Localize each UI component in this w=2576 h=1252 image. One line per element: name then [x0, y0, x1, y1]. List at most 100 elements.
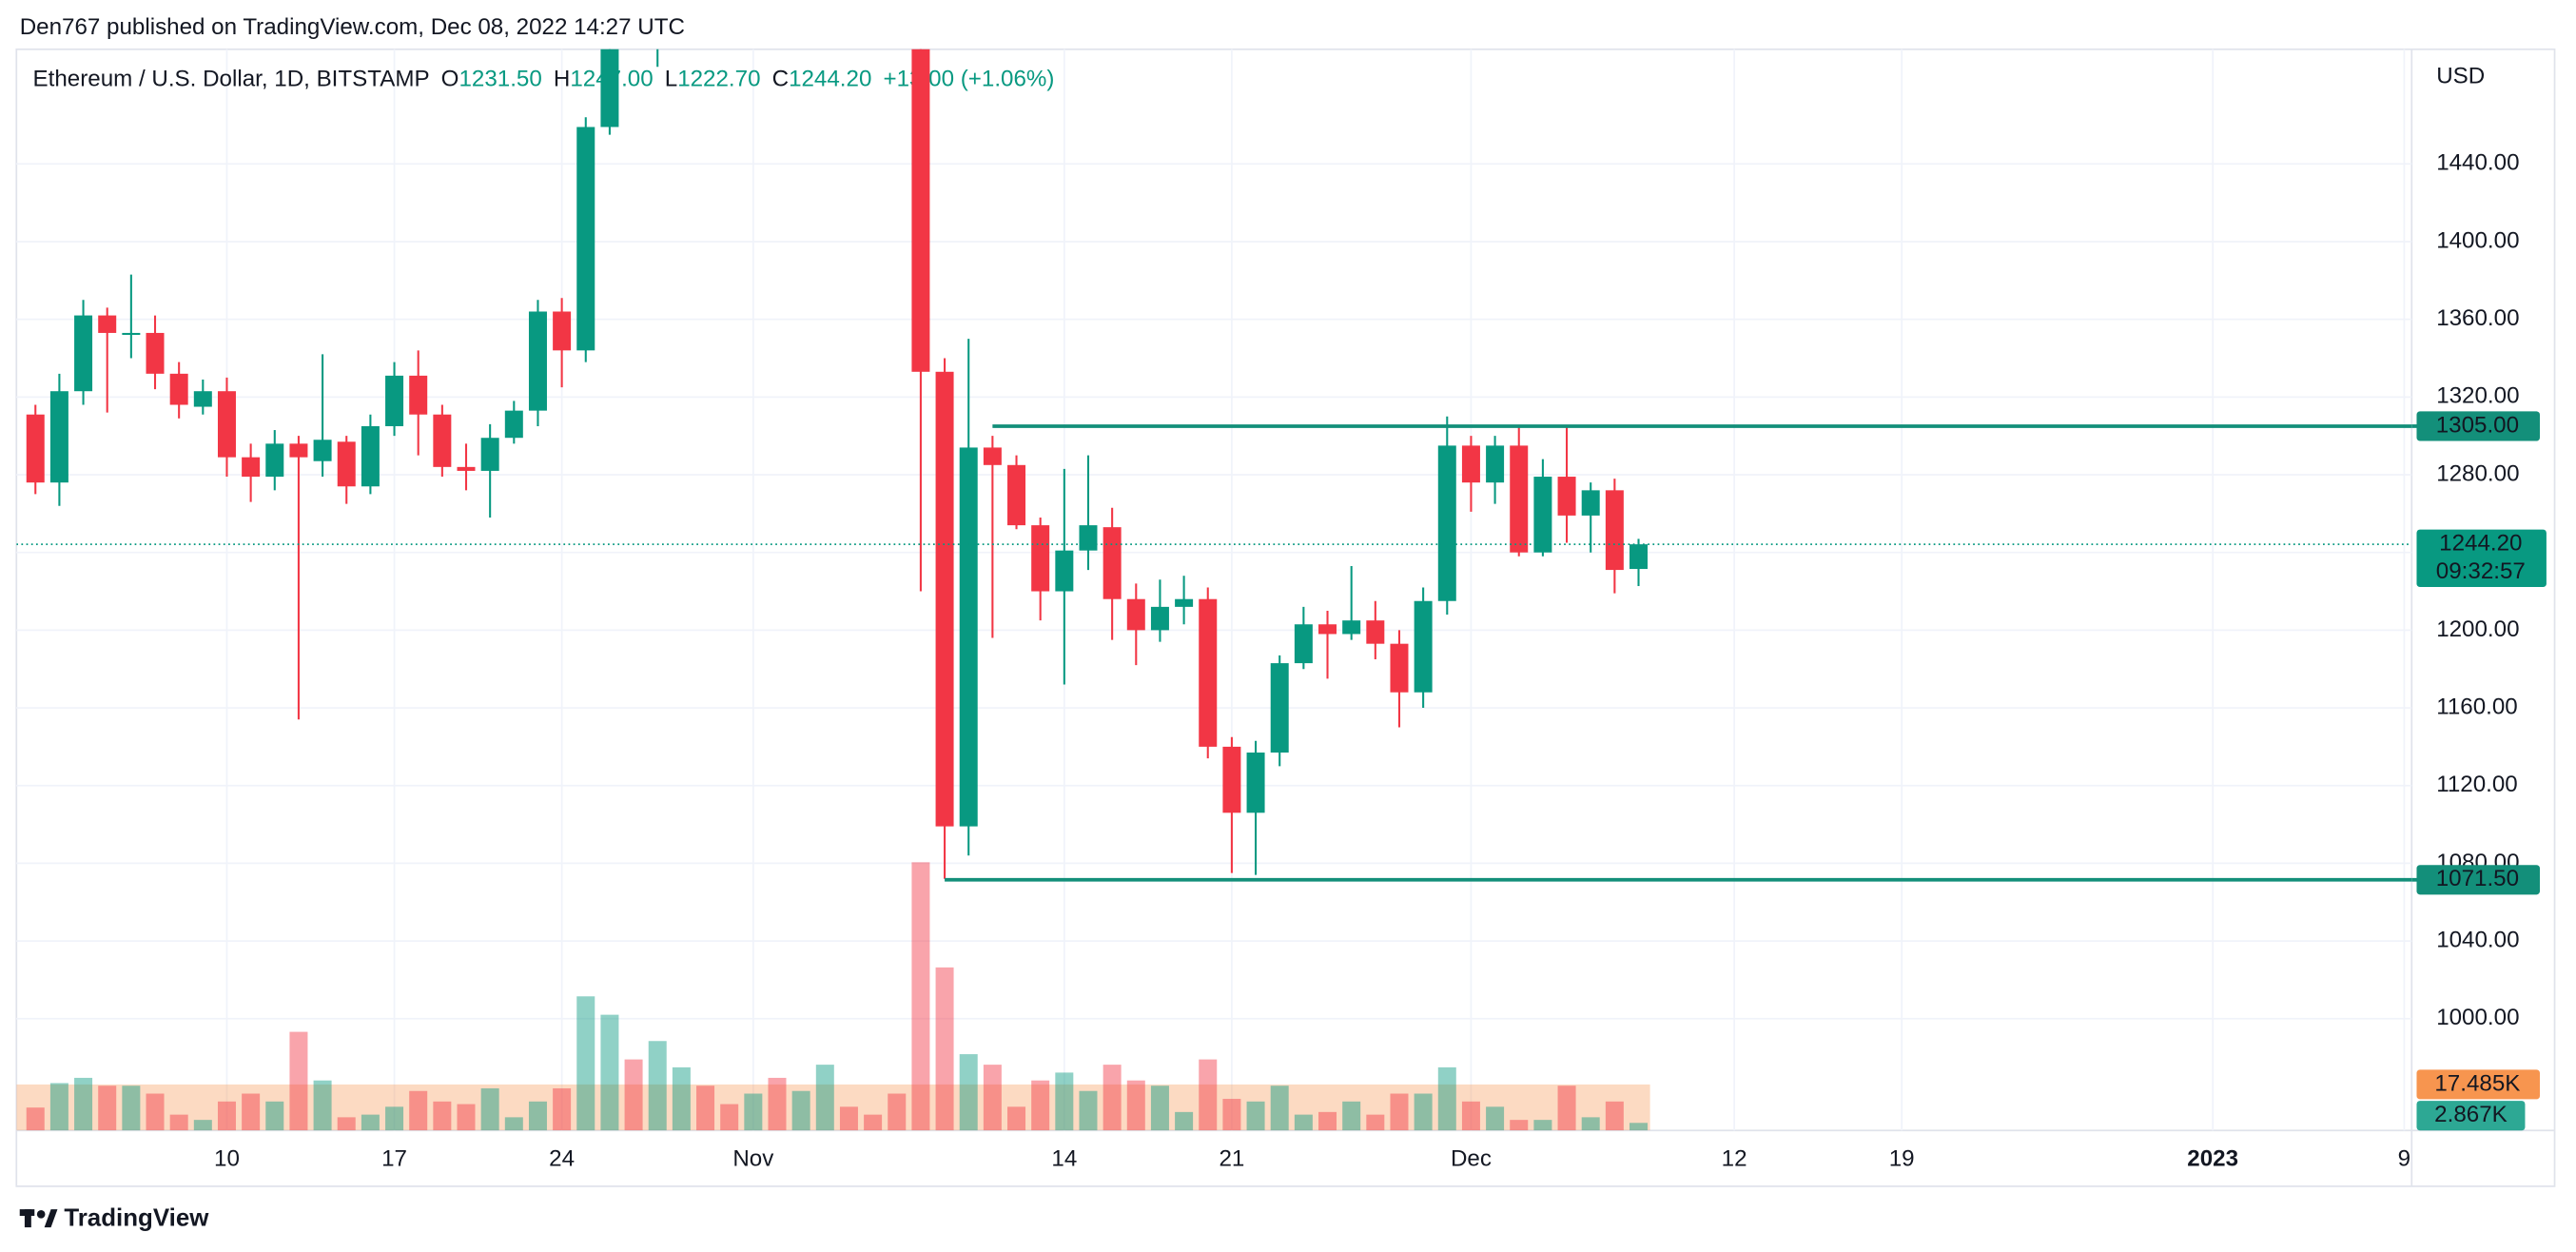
volume-bar [361, 1114, 380, 1131]
volume-bar [1414, 1093, 1433, 1131]
y-tick-label: 1400.00 [2436, 227, 2519, 253]
candle-body [1175, 598, 1194, 607]
ohlc-key: H [554, 67, 570, 92]
volume-bar [1055, 1072, 1074, 1131]
last-volume-label: 2.867K [2434, 1102, 2508, 1127]
candle-body [504, 410, 523, 439]
candle-body [553, 311, 572, 351]
axes: 1000.001040.001080.001120.001160.001200.… [214, 150, 2547, 1172]
candle-body [146, 332, 165, 374]
volume-bar [576, 996, 595, 1131]
volume-bar [1103, 1065, 1122, 1131]
volume-bar [553, 1087, 572, 1131]
volume-bar [1246, 1101, 1265, 1131]
volume-bar [1461, 1101, 1480, 1131]
candle-body [289, 443, 308, 458]
candle-body [1342, 620, 1361, 635]
x-tick-label: 9 [2398, 1146, 2410, 1172]
candle-body [1510, 445, 1529, 553]
x-tick-label: 14 [1051, 1146, 1077, 1172]
ohlc-key: L [665, 67, 677, 92]
volume-bar [1270, 1086, 1289, 1131]
legend: Ethereum / U.S. Dollar, 1D, BITSTAMP O123… [33, 67, 1055, 92]
ohlc-value: 1222.70 [677, 67, 760, 92]
candle-body [1294, 624, 1313, 664]
y-tick-label: 1040.00 [2436, 927, 2519, 952]
level-tag-label: 1305.00 [2436, 412, 2519, 438]
countdown: 09:32:57 [2436, 558, 2526, 584]
volume-bar [1342, 1101, 1361, 1131]
volume-bar [672, 1066, 691, 1131]
candle-body [792, 0, 810, 9]
volume-bar [289, 1031, 308, 1131]
volume-bar [744, 1093, 763, 1131]
volume-bar [791, 1090, 810, 1131]
volume-bar [839, 1106, 858, 1131]
candle-body [361, 425, 380, 487]
volume-bar [983, 1065, 1002, 1131]
x-tick-label: 17 [381, 1146, 407, 1172]
candle-body [1103, 527, 1122, 599]
price-pane [16, 0, 2412, 882]
last-price-label: 1244.20 [2439, 531, 2522, 557]
volume-bar [1581, 1117, 1600, 1131]
last-volume-tag [2416, 1101, 2526, 1131]
volume-bar [1605, 1101, 1624, 1131]
volume-bar [624, 1059, 643, 1131]
volume-bar [1533, 1120, 1552, 1131]
x-tick-label: 24 [549, 1146, 575, 1172]
volume-bar [888, 1093, 907, 1131]
candle-body [1486, 445, 1505, 483]
candle-body [337, 441, 356, 487]
candle-body [768, 0, 786, 9]
grid [16, 49, 2412, 1131]
candle-body [935, 371, 954, 827]
volume-bar [1294, 1114, 1313, 1131]
y-tick-label: 1360.00 [2436, 305, 2519, 331]
candle-body [1414, 600, 1433, 693]
candle-body [1366, 620, 1385, 644]
candle-body [169, 373, 188, 405]
volume-bar [1318, 1111, 1337, 1131]
level-tag-label: 1071.50 [2436, 866, 2519, 891]
candle-body [1557, 477, 1576, 516]
volume-bar [385, 1106, 404, 1131]
candle-body [74, 315, 93, 392]
volume-bar [696, 1086, 715, 1131]
candle-body [242, 457, 261, 478]
candle-body [1605, 490, 1624, 571]
candle-body [1461, 445, 1480, 483]
volume-bar [1222, 1099, 1241, 1131]
candle-body [1150, 606, 1169, 631]
candle-body [528, 311, 547, 411]
volume-bar [313, 1080, 332, 1131]
volume-bar [768, 1077, 787, 1131]
volume-bar [242, 1093, 261, 1131]
volume-pane [16, 862, 1650, 1131]
volume-bar [911, 862, 930, 1131]
candle-body [1270, 663, 1289, 753]
y-axis-label: USD [2436, 64, 2485, 89]
volume-bar [265, 1101, 284, 1131]
candle-body [576, 127, 595, 351]
volume-bar [1126, 1080, 1145, 1131]
y-tick-label: 1120.00 [2436, 772, 2518, 797]
volume-bar [959, 1054, 978, 1131]
candle-body [1581, 490, 1600, 516]
volume-bar [433, 1101, 452, 1131]
candle-body [1031, 525, 1050, 592]
candle-body [1055, 550, 1074, 592]
volume-bar [146, 1093, 165, 1131]
volume-bar [169, 1114, 188, 1131]
x-tick-label: 19 [1889, 1146, 1915, 1172]
candle-body [1318, 624, 1337, 635]
y-tick-label: 1160.00 [2436, 694, 2518, 719]
candle-body [313, 440, 332, 461]
candle-body [49, 391, 68, 483]
candle-body [457, 466, 476, 471]
symbol-title: Ethereum / U.S. Dollar, 1D, BITSTAMP [33, 67, 430, 92]
candle-body [193, 391, 212, 407]
volume-bar [1366, 1114, 1385, 1131]
ohlc-value: 1231.50 [459, 67, 541, 92]
